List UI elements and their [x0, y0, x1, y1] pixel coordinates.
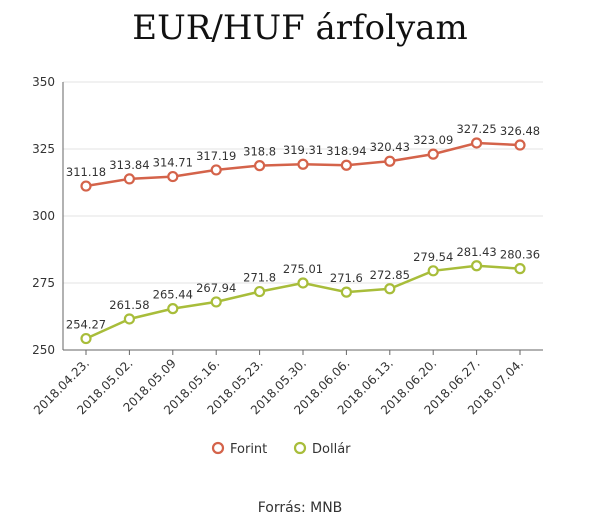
data-label: 313.84 — [109, 158, 149, 172]
y-tick-label: 350 — [32, 75, 55, 89]
data-label: 261.58 — [109, 298, 149, 312]
data-point — [210, 164, 222, 176]
data-point — [514, 263, 526, 275]
data-point — [427, 148, 439, 160]
data-point — [80, 180, 92, 192]
data-point — [384, 283, 396, 295]
legend-label: Forint — [230, 442, 267, 457]
data-label: 314.71 — [153, 156, 193, 170]
data-label: 265.44 — [153, 288, 193, 302]
data-point — [514, 139, 526, 151]
data-point — [123, 313, 135, 325]
data-point — [123, 173, 135, 185]
legend-label: Dollár — [312, 442, 351, 457]
chart-title: EUR/HUF árfolyam — [132, 8, 468, 48]
data-point — [340, 159, 352, 171]
data-point — [297, 277, 309, 289]
data-label: 326.48 — [500, 124, 540, 138]
data-point — [471, 260, 483, 272]
data-point — [297, 158, 309, 170]
data-point — [167, 170, 179, 183]
data-label: 327.25 — [456, 122, 496, 136]
series-line-dollar — [85, 264, 521, 340]
data-label: 254.27 — [66, 318, 106, 332]
y-tick-label: 250 — [32, 343, 55, 357]
legend-marker — [211, 441, 225, 455]
data-label: 319.31 — [283, 143, 323, 157]
data-label: 317.19 — [196, 149, 236, 163]
data-label: 318.94 — [326, 144, 366, 158]
data-point — [471, 137, 483, 149]
data-point — [80, 332, 92, 345]
data-point — [254, 160, 266, 172]
data-label: 281.43 — [456, 245, 496, 259]
data-label: 318.8 — [243, 145, 276, 159]
y-tick-label: 275 — [32, 276, 55, 290]
data-point — [167, 303, 179, 315]
data-label: 279.54 — [413, 250, 453, 264]
source-note: Forrás: MNB — [257, 500, 343, 516]
data-point — [254, 285, 266, 298]
data-label: 311.18 — [66, 165, 106, 179]
legend-marker — [293, 441, 307, 455]
data-label: 280.36 — [500, 248, 540, 262]
data-label: 271.6 — [330, 271, 363, 285]
data-label: 275.01 — [283, 262, 323, 276]
data-label: 320.43 — [370, 140, 410, 154]
data-point — [340, 286, 352, 298]
data-point — [427, 265, 439, 277]
data-point — [384, 155, 396, 167]
y-tick-label: 325 — [32, 142, 55, 156]
data-label: 323.09 — [413, 133, 453, 147]
data-label: 271.8 — [243, 271, 276, 285]
y-tick-label: 300 — [32, 209, 55, 223]
data-label: 267.94 — [196, 281, 236, 295]
data-point — [210, 296, 222, 308]
data-label: 272.85 — [370, 268, 410, 282]
